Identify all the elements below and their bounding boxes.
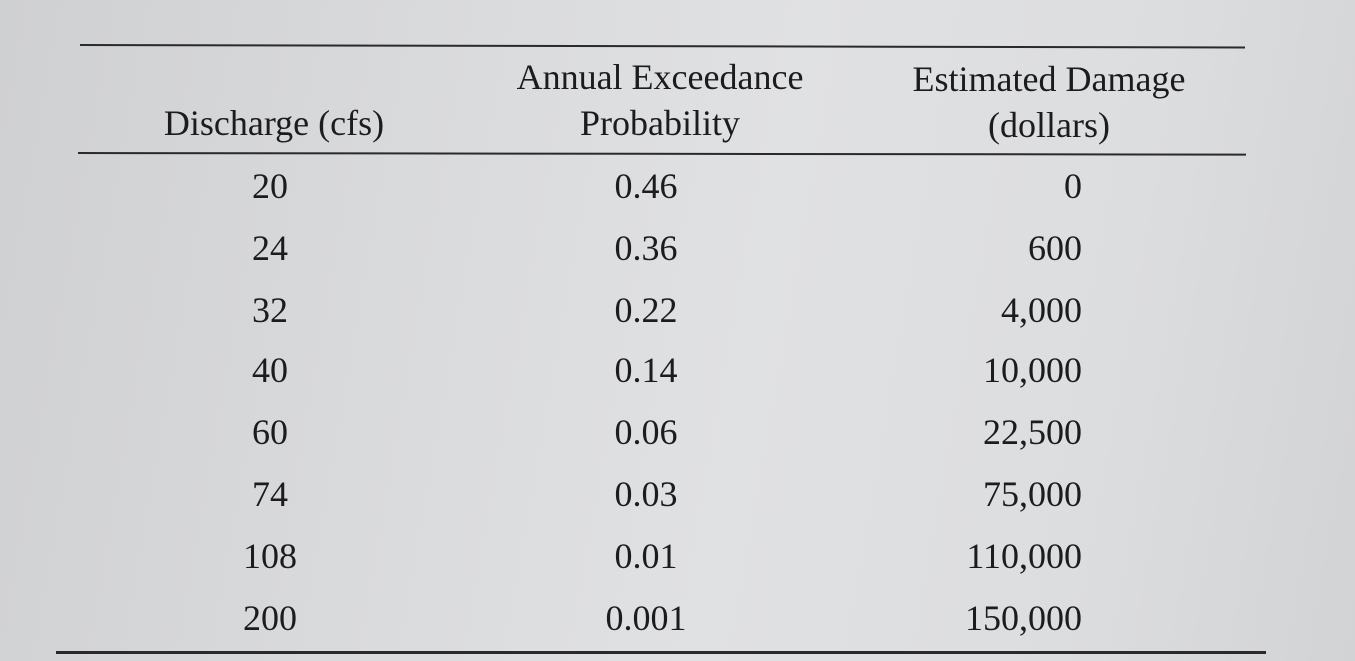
- table-header-rule: [77, 152, 1247, 156]
- cell-discharge: 60: [252, 412, 288, 452]
- header-discharge-line-1: Discharge (cfs): [163, 103, 385, 143]
- cell-aep: 0.06: [614, 412, 678, 452]
- cell-aep: 0.22: [614, 290, 678, 330]
- cell-discharge: 108: [243, 536, 297, 576]
- cell-aep: 0.01: [614, 536, 678, 576]
- cell-damage: 4,000: [1001, 290, 1082, 330]
- cell-aep: 0.001: [605, 598, 687, 638]
- cell-aep: 0.03: [614, 474, 678, 514]
- header-aep-line-1: Annual Exceedance: [516, 57, 804, 97]
- cell-discharge: 200: [243, 598, 297, 638]
- cell-damage: 110,000: [966, 536, 1082, 576]
- cell-discharge: 20: [252, 166, 288, 206]
- header-damage-line-1: Estimated Damage: [912, 59, 1186, 99]
- cell-discharge: 24: [252, 228, 288, 268]
- header-annual-exceedance-probability: Annual Exceedance Probability: [490, 54, 830, 146]
- cell-damage: 22,500: [983, 412, 1082, 452]
- header-discharge: Discharge (cfs): [140, 100, 408, 146]
- header-damage-line-2: (dollars): [988, 105, 1110, 145]
- table-bottom-rule: [56, 651, 1266, 654]
- cell-discharge: 32: [252, 290, 288, 330]
- cell-aep: 0.46: [614, 166, 678, 206]
- cell-aep: 0.36: [614, 228, 678, 268]
- cell-damage: 10,000: [983, 350, 1082, 390]
- header-aep-line-2: Probability: [580, 103, 740, 143]
- cell-damage: 75,000: [983, 474, 1082, 514]
- header-estimated-damage: Estimated Damage (dollars): [880, 56, 1218, 148]
- cell-damage: 600: [1028, 228, 1082, 268]
- cell-aep: 0.14: [614, 350, 678, 390]
- cell-damage: 150,000: [965, 598, 1082, 638]
- cell-discharge: 74: [252, 474, 288, 514]
- cell-discharge: 40: [252, 350, 288, 390]
- table-top-rule: [79, 44, 1245, 49]
- cell-damage: 0: [1064, 166, 1082, 206]
